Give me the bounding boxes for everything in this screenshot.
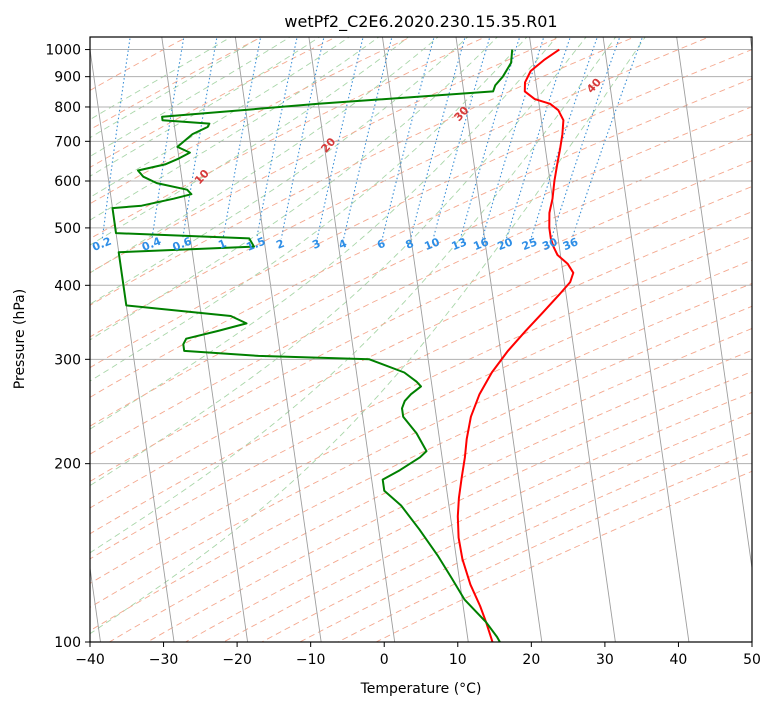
isobar-gridlines (90, 49, 752, 642)
mixing-ratio-line (222, 37, 262, 239)
y-axis: 100 200 300 400 500 600 700 800 900 1000 (45, 43, 90, 651)
mixing-ratio-label: 16 (472, 235, 491, 253)
mixing-ratio-line (505, 37, 571, 239)
isotherm-line (90, 46, 175, 642)
mixing-ratio-line (381, 37, 435, 239)
mixing-ratio-line (343, 37, 393, 239)
dry-adiabat-line (108, 328, 752, 642)
mixing-ratio-line (280, 37, 325, 239)
chart-title: wetPf2_C2E6.2020.230.15.35.R01 (284, 12, 557, 32)
y-tick-label: 300 (54, 352, 81, 368)
y-tick-label: 700 (54, 134, 81, 150)
x-tick-label: 50 (743, 652, 761, 668)
mixing-ratio-label: 10 (423, 235, 442, 253)
isotherms (90, 37, 752, 642)
isotherm-line (381, 37, 469, 642)
x-tick-label: −10 (296, 652, 326, 668)
mixing-ratio-line (530, 37, 598, 239)
dry-adiabat-line (90, 186, 752, 509)
mixing-ratio-line (101, 37, 131, 239)
dry-adiabat-line (90, 37, 636, 306)
isotherm-line (529, 37, 616, 642)
dry-adiabat-line (90, 106, 752, 427)
mixing-ratio-line (410, 37, 466, 239)
mixing-ratio-line (316, 37, 364, 239)
temperature-profile-line (456, 48, 575, 642)
dry-adiabat-line (90, 160, 752, 482)
x-tick-label: 20 (522, 652, 540, 668)
x-tick-label: 40 (670, 652, 688, 668)
isotherm-line (602, 37, 690, 642)
isotherm-line (455, 37, 543, 642)
mixing-ratio-label: 13 (450, 235, 469, 253)
isotherm-line (161, 37, 249, 642)
y-tick-label: 600 (54, 174, 81, 190)
x-tick-label: −20 (222, 652, 252, 668)
profile-series (111, 48, 575, 642)
mixing-ratio-line (256, 37, 298, 239)
isotherm-line (308, 37, 396, 642)
x-tick-label: 30 (596, 652, 614, 668)
y-tick-label: 200 (54, 457, 81, 473)
mixing-ratio-line (182, 37, 218, 239)
x-tick-label: −40 (75, 652, 105, 668)
x-axis: −40 −30 −20 −10 0 10 20 30 40 50 (75, 642, 761, 668)
mixing-ratio-label: 25 (520, 235, 539, 253)
mixing-ratio-lines (101, 37, 644, 239)
mixing-ratio-label: 30 (540, 235, 559, 253)
y-tick-label: 900 (54, 70, 81, 86)
mixing-ratio-label: 1 (216, 237, 228, 252)
plot-area: -100-90-80-70-60-50-40-30-20-10010203040… (90, 37, 752, 642)
mixing-ratio-label: 3 (310, 237, 322, 252)
y-tick-label: 500 (54, 221, 81, 237)
x-tick-label: 0 (380, 652, 389, 668)
y-tick-label: 1000 (45, 43, 81, 59)
y-tick-label: 800 (54, 100, 81, 116)
mixing-ratio-label: 2 (274, 237, 286, 252)
mixing-ratio-line (151, 37, 185, 239)
dry-adiabat-line (222, 391, 752, 642)
isotherm-line (676, 37, 752, 572)
y-axis-label: Pressure (hPa) (12, 289, 28, 389)
x-tick-label: −30 (149, 652, 179, 668)
y-tick-label: 100 (54, 635, 81, 651)
mixing-ratio-label: 8 (404, 237, 416, 252)
isotherm-line (234, 37, 322, 642)
mixing-ratio-label: 20 (496, 235, 515, 253)
y-tick-label: 400 (54, 278, 81, 294)
dewpoint-profile-line (111, 49, 514, 642)
x-tick-label: 10 (449, 652, 467, 668)
mixing-ratio-label: 36 (561, 235, 580, 253)
moist-adiabat-line (90, 37, 528, 382)
plot-frame (89, 36, 753, 643)
x-axis-label: Temperature (°C) (360, 681, 482, 697)
dry-adiabat-line (184, 371, 752, 642)
dry-adiabat-line (90, 37, 412, 205)
